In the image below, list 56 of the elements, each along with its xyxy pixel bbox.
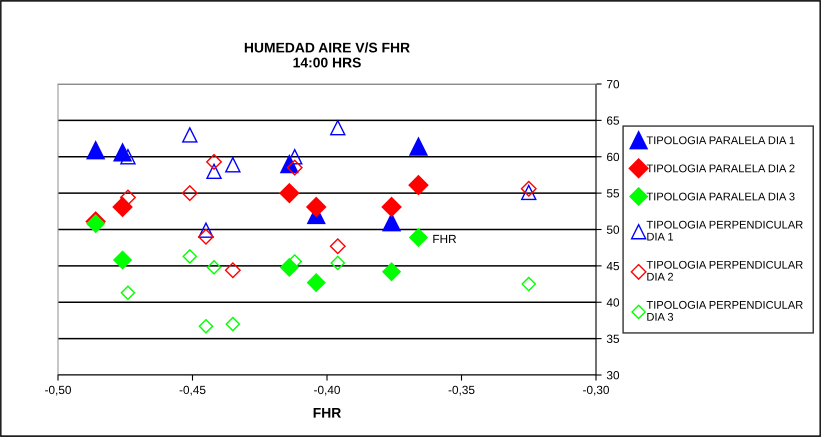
- point: [286, 160, 303, 176]
- y-tick-label: 70: [607, 80, 620, 88]
- point: [306, 273, 326, 292]
- legend-label: TIPOLOGIA PERPENDICULAR DIA 2: [646, 260, 803, 281]
- point: [306, 196, 326, 217]
- point: [120, 190, 136, 206]
- point: [206, 154, 222, 170]
- point: [382, 196, 402, 217]
- x-axis-title: FHR: [314, 408, 341, 418]
- legend-label: TIPOLOGIA PERPENDICULAR DIA 3: [646, 300, 803, 321]
- point: [330, 120, 346, 136]
- chart-title: HUMEDAD AIRE V/S FHR 14:00 HRS: [244, 42, 410, 68]
- point: [226, 316, 240, 332]
- x-tick-label: -0,45: [180, 386, 206, 396]
- point: [521, 276, 536, 292]
- y-tick-label: 40: [606, 298, 620, 307]
- annotation: FHR: [433, 234, 456, 244]
- legend-label: TIPOLOGIA PARALELA DIA 1: [646, 136, 795, 144]
- y-tick-label: 30: [606, 371, 620, 380]
- point: [520, 180, 537, 197]
- point: [113, 143, 132, 162]
- y-tick-label: 55: [606, 189, 620, 198]
- point: [206, 260, 222, 275]
- y-tick-label: 60: [607, 152, 620, 162]
- point: [330, 256, 346, 270]
- point: [521, 184, 536, 200]
- x-tick-label: -0,50: [45, 386, 71, 396]
- point: [182, 185, 198, 202]
- point: [112, 196, 133, 217]
- point: [120, 286, 136, 300]
- point: [409, 228, 428, 247]
- y-tick-label: 65: [607, 116, 620, 125]
- y-tick-label: 35: [606, 334, 620, 344]
- point: [409, 137, 428, 156]
- point: [182, 249, 198, 264]
- point: [198, 318, 214, 334]
- point: [182, 127, 198, 143]
- point: [279, 183, 300, 204]
- legend-label: TIPOLOGIA PARALELA DIA 3: [646, 192, 795, 200]
- legend-label: TIPOLOGIA PERPENDICULAR DIA 1: [646, 220, 803, 240]
- point: [198, 222, 214, 238]
- point: [382, 262, 401, 282]
- point: [113, 250, 132, 270]
- point: [206, 164, 222, 180]
- x-tick-label: -0,30: [583, 386, 609, 396]
- point: [86, 141, 105, 160]
- x-tick-label: -0,35: [448, 386, 474, 396]
- point: [330, 238, 346, 254]
- y-tick-label: 50: [606, 226, 620, 234]
- point: [224, 262, 241, 278]
- point: [408, 175, 428, 196]
- point: [225, 157, 241, 172]
- x-tick-label: -0,40: [314, 386, 340, 396]
- y-tick-label: 45: [606, 262, 620, 270]
- legend-label: TIPOLOGIA PARALELA DIA 2: [646, 164, 794, 172]
- point: [198, 228, 214, 245]
